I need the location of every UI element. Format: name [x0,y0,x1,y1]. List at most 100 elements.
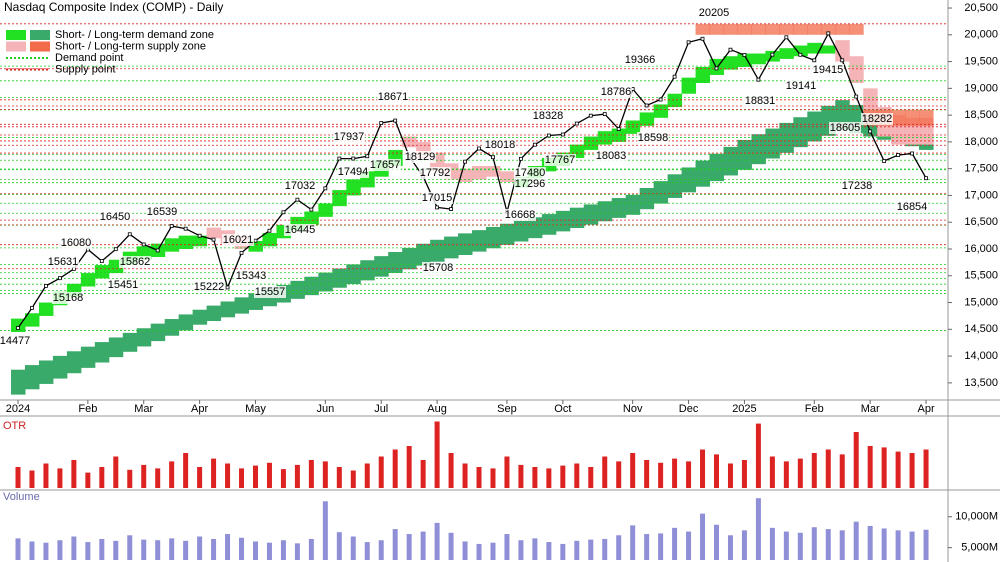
bar [225,463,231,488]
annotation-bg [235,270,267,282]
price-point [58,276,62,281]
annotation-bg [333,131,365,143]
zone-column [164,319,180,336]
annotation-bg [484,139,516,151]
zone-column [24,365,40,390]
x-tick-label: 2024 [6,403,30,415]
annotation-bg [422,262,454,274]
annotation: 15708 [423,262,454,274]
bar [672,527,678,560]
bar [127,469,133,488]
bar [727,463,733,488]
price-point [742,53,747,57]
price-point [155,248,160,253]
annotation: 18083 [596,150,627,162]
bar [923,449,929,488]
annotation: 16539 [147,206,178,218]
x-tick-label: Dec [679,403,699,415]
zone-column [653,104,669,118]
zone-column [751,24,766,35]
bar [923,529,929,560]
bar [266,542,272,560]
zone-column [248,240,263,252]
x-tick-label: Jun [316,403,334,415]
zone-column [472,165,487,180]
y-tick-label: 15,000 [964,296,998,308]
bar [797,532,803,560]
bar [252,541,258,560]
bar [420,531,426,560]
zone-column [807,42,822,54]
bar [406,534,412,560]
price-point [728,47,733,52]
zone-column [192,309,208,325]
price-point [826,31,831,36]
y-tick-label: 15,500 [964,270,998,282]
price-point [798,52,803,57]
bar [155,468,161,488]
zone-column [332,268,347,288]
bar [504,534,510,560]
price-point [714,66,719,71]
y-tick-label: 14,000 [964,350,998,362]
annotation: 19366 [625,54,656,66]
annotation: 17238 [842,180,873,192]
price-point [239,250,244,255]
annotation: 15222 [194,281,225,293]
bar [378,456,384,488]
bar [853,432,859,488]
bar [43,542,49,560]
annotation: 18671 [378,91,409,103]
bar [266,462,272,488]
annotation-bg [896,201,928,213]
bar [448,453,454,488]
bar [225,534,231,560]
bar [909,531,915,560]
annotation: 19415 [813,64,844,76]
zone-column [52,355,68,379]
bar [476,467,482,488]
bar [825,449,831,488]
x-tick-label: Sep [497,403,517,415]
bar [574,463,580,488]
annotation-bg [514,178,546,190]
price-point [924,176,928,181]
zone-column [234,297,250,314]
bar [211,458,217,488]
bar [727,535,733,560]
zone-column [583,204,599,225]
bar [211,538,217,560]
price-point [644,103,649,108]
bar [113,540,119,560]
price-point [281,210,286,215]
bar [169,461,175,488]
price-point [546,133,551,138]
zone-column [206,227,222,239]
price-point [770,52,775,57]
legend-swatch [6,30,26,40]
bar [434,522,440,560]
zone-column [793,117,808,148]
zone-column [779,122,794,153]
annotation: 15168 [53,292,84,304]
annotation: 18786 [601,86,632,98]
bar [29,470,35,488]
annotation-bg [544,154,576,166]
zone-column [723,146,738,176]
annotation-bg [419,167,451,179]
legend-label: Demand point [55,52,124,64]
bar [448,532,454,560]
bar [99,538,105,560]
zone-column [66,351,82,374]
bar [280,469,286,488]
legend-swatch [30,41,50,52]
price-point [560,132,565,137]
otr-title: OTR [3,420,26,432]
annotation-bg [284,224,316,236]
x-tick-label: Oct [554,403,571,415]
zone-column [541,214,557,235]
y-tick-label: 13,500 [964,377,998,389]
price-point [225,285,230,290]
zone-column [206,305,222,322]
annotation-bg [624,54,656,66]
